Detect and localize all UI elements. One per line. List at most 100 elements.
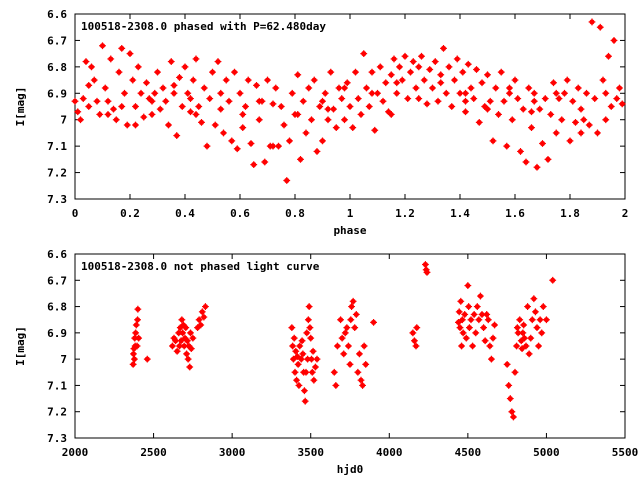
y-tick-label: 7.1 bbox=[47, 140, 67, 153]
data-point-mark bbox=[264, 76, 271, 84]
data-point-mark bbox=[173, 347, 181, 355]
data-point-mark bbox=[170, 89, 178, 97]
data-point-mark bbox=[307, 334, 315, 342]
data-point-mark bbox=[184, 89, 192, 97]
data-point-mark bbox=[552, 89, 560, 97]
data-point-mark bbox=[195, 316, 203, 324]
y-tick-label: 6.7 bbox=[47, 274, 67, 287]
data-point-mark bbox=[473, 66, 480, 73]
data-point-mark bbox=[286, 137, 293, 145]
data-point-mark bbox=[577, 105, 585, 113]
data-point-mark bbox=[319, 137, 326, 145]
data-point-mark bbox=[134, 316, 141, 324]
data-point-mark bbox=[594, 129, 601, 137]
data-point-mark bbox=[299, 350, 307, 358]
data-point-mark bbox=[475, 118, 483, 126]
data-point-mark bbox=[297, 355, 305, 363]
data-point-mark bbox=[140, 113, 148, 121]
data-point-mark bbox=[481, 337, 489, 345]
data-point-mark bbox=[148, 111, 156, 118]
data-point-mark bbox=[437, 71, 445, 79]
x-tick-label: 5500 bbox=[612, 446, 639, 459]
data-point-mark bbox=[613, 95, 621, 102]
x-axis-label: phase bbox=[333, 224, 366, 237]
data-point-mark bbox=[253, 81, 260, 89]
data-point-mark bbox=[261, 158, 269, 166]
data-point-mark bbox=[183, 350, 190, 358]
data-point-mark bbox=[396, 63, 403, 71]
data-point-mark bbox=[192, 55, 200, 63]
data-point-mark bbox=[379, 97, 387, 105]
data-point-mark bbox=[308, 116, 315, 124]
x-tick-label: 1.8 bbox=[560, 207, 580, 220]
data-point-mark bbox=[303, 329, 311, 337]
data-point-mark bbox=[561, 89, 568, 97]
data-point-mark bbox=[533, 163, 541, 171]
data-point-mark bbox=[437, 79, 445, 87]
data-point-mark bbox=[134, 305, 142, 313]
data-point-mark bbox=[484, 316, 492, 324]
x-tick-label: 4500 bbox=[455, 446, 482, 459]
data-point-mark bbox=[455, 318, 462, 326]
data-point-mark bbox=[599, 76, 607, 84]
data-point-mark bbox=[445, 63, 453, 71]
chart-panel-2: 2000 2500 3000 3500 4000 4500 5000 5500 6.6 6.7 6.… bbox=[14, 248, 638, 476]
data-point-mark bbox=[541, 95, 549, 102]
data-point-mark bbox=[167, 58, 175, 65]
y-tick-label: 6.7 bbox=[47, 34, 67, 47]
data-point-mark bbox=[90, 76, 98, 84]
data-point-mark bbox=[269, 100, 277, 108]
data-point-mark bbox=[334, 342, 341, 350]
data-point-mark bbox=[177, 337, 185, 345]
data-point-mark bbox=[195, 103, 203, 110]
data-point-mark bbox=[184, 355, 192, 363]
x-tick-label: 2500 bbox=[140, 446, 167, 459]
data-point-mark bbox=[536, 316, 544, 324]
data-point-mark bbox=[486, 342, 494, 350]
data-point-mark bbox=[292, 347, 300, 355]
x-tick-label: 2 bbox=[622, 207, 629, 220]
data-point-mark bbox=[302, 129, 310, 137]
data-point-mark bbox=[357, 111, 365, 118]
data-point-mark bbox=[539, 303, 547, 310]
data-point-mark bbox=[88, 63, 95, 71]
data-point-mark bbox=[583, 89, 590, 97]
data-point-mark bbox=[296, 342, 304, 350]
data-point-mark bbox=[189, 76, 197, 84]
data-point-mark bbox=[478, 79, 486, 87]
data-point-mark bbox=[338, 334, 346, 342]
data-point-mark bbox=[420, 76, 428, 84]
data-point-mark bbox=[302, 368, 310, 376]
data-point-mark bbox=[132, 329, 140, 337]
data-point-mark bbox=[469, 342, 476, 350]
data-point-mark bbox=[519, 105, 527, 113]
data-point-mark bbox=[530, 295, 538, 303]
data-point-mark bbox=[209, 68, 216, 76]
data-point-mark bbox=[516, 316, 524, 324]
data-point-mark bbox=[255, 116, 263, 124]
data-point-mark bbox=[527, 334, 535, 342]
data-point-mark bbox=[203, 142, 211, 150]
data-point-mark bbox=[352, 311, 360, 318]
x-tick-label: 1.4 bbox=[450, 207, 470, 220]
data-point-mark bbox=[458, 316, 466, 324]
data-point-mark bbox=[239, 111, 247, 118]
data-point-mark bbox=[513, 324, 521, 331]
data-point-mark bbox=[220, 129, 227, 137]
data-point-mark bbox=[555, 95, 563, 102]
data-point-mark bbox=[312, 363, 319, 371]
data-point-mark bbox=[457, 297, 465, 305]
data-point-mark bbox=[341, 84, 348, 92]
chart-title: 100518-2308.0 not phased light curve bbox=[81, 260, 320, 273]
data-point-mark bbox=[244, 76, 252, 84]
data-point-mark bbox=[107, 55, 115, 63]
data-point-mark bbox=[473, 303, 481, 310]
data-point-mark bbox=[458, 342, 465, 350]
data-point-mark bbox=[505, 382, 513, 389]
data-point-mark bbox=[536, 105, 544, 113]
data-point-mark bbox=[148, 97, 156, 105]
data-point-mark bbox=[543, 316, 550, 324]
data-point-mark bbox=[411, 337, 418, 345]
data-point-mark bbox=[198, 118, 205, 126]
data-point-mark bbox=[197, 321, 205, 329]
